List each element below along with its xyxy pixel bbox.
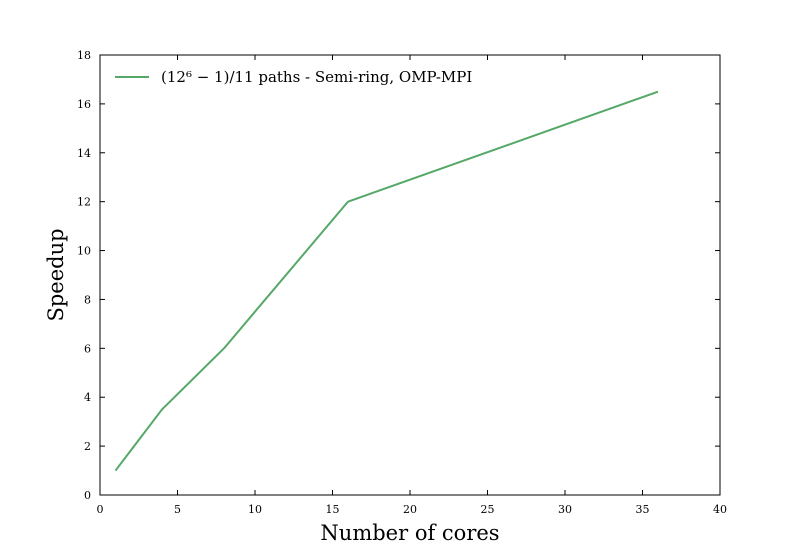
x-tick-label: 15 — [326, 503, 340, 516]
axis-ticks — [99, 54, 721, 496]
x-tick-label: 35 — [636, 503, 650, 516]
legend-label: (12⁶ − 1)/11 paths - Semi-ring, OMP-MPI — [161, 68, 472, 86]
y-tick-label: 18 — [77, 49, 91, 62]
x-tick-label: 30 — [558, 503, 572, 516]
x-axis-title: Number of cores — [320, 521, 499, 545]
y-tick-label: 2 — [84, 440, 91, 453]
y-tick-label: 16 — [77, 98, 91, 111]
legend: (12⁶ − 1)/11 paths - Semi-ring, OMP-MPI — [115, 68, 472, 86]
y-tick-label: 12 — [77, 196, 91, 209]
y-tick-label: 10 — [77, 245, 91, 258]
y-tick-label: 0 — [84, 489, 91, 502]
y-tick-label: 6 — [84, 342, 91, 355]
y-tick-label: 14 — [77, 147, 91, 160]
x-tick-label: 40 — [713, 503, 727, 516]
x-tick-labels: 0 5 10 15 20 25 30 35 40 — [97, 503, 728, 516]
series-layer — [114, 90, 659, 472]
series-line — [114, 90, 659, 472]
x-tick-label: 0 — [97, 503, 104, 516]
x-tick-label: 10 — [248, 503, 262, 516]
y-tick-label: 8 — [84, 293, 91, 306]
plot-frame — [99, 54, 721, 496]
y-axis-title: Speedup — [44, 228, 68, 321]
x-tick-label: 20 — [403, 503, 417, 516]
x-tick-label: 25 — [481, 503, 495, 516]
y-tick-labels: 0 2 4 6 8 10 12 14 16 18 — [77, 49, 91, 502]
y-tick-label: 4 — [84, 391, 91, 404]
x-tick-label: 5 — [174, 503, 181, 516]
